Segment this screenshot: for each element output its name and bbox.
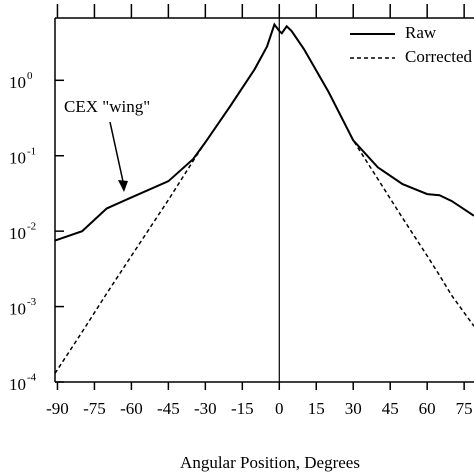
legend-label: Raw — [405, 23, 437, 42]
x-tick-label: -75 — [83, 399, 106, 418]
y-tick-exponent: -2 — [27, 221, 36, 233]
series-line — [54, 22, 474, 374]
x-tick-label: 75 — [456, 399, 473, 418]
x-tick-label: 0 — [275, 399, 284, 418]
y-tick-exponent: -1 — [27, 145, 36, 157]
x-tick-label: -90 — [46, 399, 69, 418]
x-tick-label: -60 — [120, 399, 143, 418]
x-tick-label: -15 — [231, 399, 254, 418]
x-axis-label: Angular Position, Degrees — [180, 453, 360, 472]
y-tick-exponent: 0 — [27, 70, 33, 82]
x-tick-label: -30 — [194, 399, 217, 418]
y-tick-exponent: -3 — [27, 296, 37, 308]
x-tick-label: 45 — [382, 399, 399, 418]
y-tick-label: 10 — [9, 375, 26, 394]
annotation: CEX "wing" — [64, 97, 150, 116]
y-tick-label: 10 — [9, 149, 26, 168]
y-tick-label: 10 — [9, 224, 26, 243]
x-tick-label: 15 — [308, 399, 325, 418]
y-tick-label: 10 — [9, 73, 26, 92]
legend-label: Corrected — [405, 47, 473, 66]
x-tick-label: -45 — [157, 399, 180, 418]
y-tick-exponent: -4 — [27, 372, 37, 384]
annotation-arrowhead — [118, 180, 128, 192]
y-tick-label: 10 — [9, 299, 26, 318]
annotation-arrow — [109, 121, 125, 187]
x-tick-label: 30 — [345, 399, 362, 418]
x-tick-label: 60 — [419, 399, 436, 418]
